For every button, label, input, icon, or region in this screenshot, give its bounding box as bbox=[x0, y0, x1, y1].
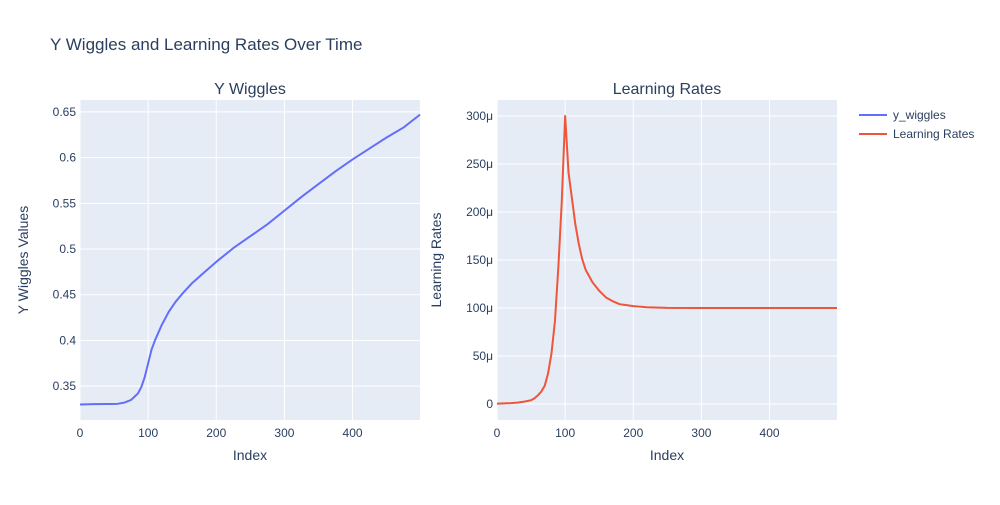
panel-1-x-tick-label: 0 bbox=[77, 426, 84, 440]
panel-2-title: Learning Rates bbox=[613, 81, 722, 98]
panel-1-x-tick-label: 300 bbox=[274, 426, 294, 440]
panel-2-x-tick-label: 0 bbox=[494, 426, 501, 440]
legend-label-1: y_wiggles bbox=[893, 108, 946, 122]
panel-2-y-tick-label: 300μ bbox=[466, 109, 493, 123]
panel-2-y-axis-label: Learning Rates bbox=[428, 213, 444, 308]
panel-1-y-tick-label: 0.4 bbox=[59, 333, 76, 347]
legend-label-2: Learning Rates bbox=[893, 127, 974, 141]
panel-2-x-tick-label: 200 bbox=[623, 426, 643, 440]
panel-2-y-tick-label: 50μ bbox=[473, 349, 493, 363]
panel-1-x-tick-label: 400 bbox=[343, 426, 363, 440]
panel-1-x-tick-label: 200 bbox=[206, 426, 226, 440]
panel-2-y-tick-label: 250μ bbox=[466, 157, 493, 171]
panel-1-x-axis-label: Index bbox=[233, 447, 267, 463]
panel-2-y-tick-label: 0 bbox=[486, 397, 493, 411]
panel-1-y-tick-label: 0.6 bbox=[59, 151, 76, 165]
panel-1-y-tick-label: 0.5 bbox=[59, 242, 76, 256]
panel-1-x-tick-label: 100 bbox=[138, 426, 158, 440]
panel-1-y-tick-label: 0.65 bbox=[53, 105, 77, 119]
panel-1-series-line-1 bbox=[79, 113, 421, 406]
panel-2-series-line-1 bbox=[496, 114, 837, 405]
panel-1-y-tick-label: 0.55 bbox=[53, 196, 77, 210]
panel-2-x-tick-label: 100 bbox=[555, 426, 575, 440]
panel-2-x-tick-label: 400 bbox=[760, 426, 780, 440]
panel-1-y-tick-label: 0.35 bbox=[53, 379, 77, 393]
panel-2-y-tick-label: 200μ bbox=[466, 205, 493, 219]
panel-2-y-tick-label: 100μ bbox=[466, 301, 493, 315]
panel-1-title: Y Wiggles bbox=[214, 81, 286, 98]
panel-2-x-tick-label: 300 bbox=[691, 426, 711, 440]
panel-2-y-tick-label: 150μ bbox=[466, 253, 493, 267]
panel-2-x-axis-label: Index bbox=[650, 447, 684, 463]
panel-1-y-tick-label: 0.45 bbox=[53, 288, 77, 302]
figure-title: Y Wiggles and Learning Rates Over Time bbox=[50, 35, 362, 54]
panel-1-y-axis-label: Y Wiggles Values bbox=[15, 206, 31, 314]
